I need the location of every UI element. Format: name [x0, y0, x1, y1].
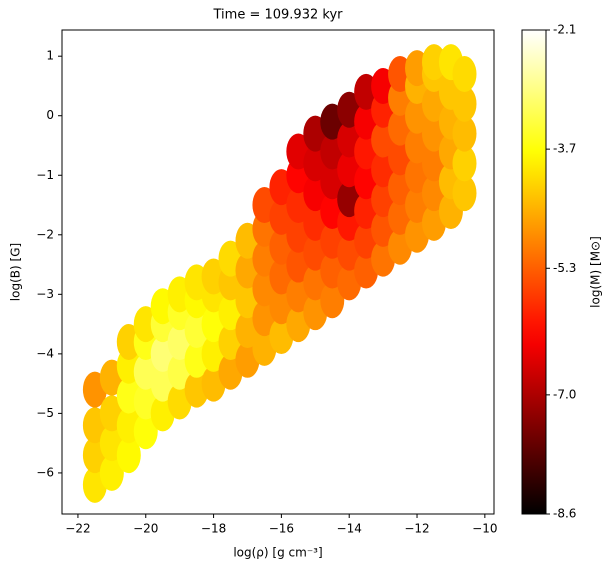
- y-tick-label: 1: [46, 49, 54, 63]
- x-tick-label: −14: [337, 522, 362, 536]
- y-axis-label: log(B) [G]: [9, 243, 23, 301]
- point: [99, 454, 124, 491]
- x-tick-label: −16: [269, 522, 294, 536]
- point: [133, 413, 158, 450]
- colorbar-tick-label: -8.6: [553, 507, 576, 521]
- point: [116, 437, 141, 474]
- x-tick-label: −18: [201, 522, 226, 536]
- point: [452, 56, 477, 93]
- points: [82, 44, 477, 503]
- colorbar: [521, 29, 547, 515]
- point: [116, 323, 141, 360]
- colorbar-label: log(M) [M⊙]: [589, 236, 603, 308]
- x-tick-label: −20: [133, 522, 158, 536]
- y-tick-label: 0: [46, 108, 54, 122]
- x-axis-label: log(ρ) [g cm⁻³]: [233, 546, 322, 560]
- x-tick-label: −10: [472, 522, 497, 536]
- y-tick-label: −3: [36, 287, 54, 301]
- y-tick-label: −1: [36, 168, 54, 182]
- y-tick-label: −5: [36, 406, 54, 420]
- point: [320, 282, 345, 319]
- y-tick-label: −4: [36, 346, 54, 360]
- chart-title: Time = 109.932 kyr: [213, 8, 344, 23]
- x-tick-label: −12: [404, 522, 429, 536]
- plot-frame: [61, 29, 495, 515]
- y-tick-label: −6: [36, 465, 54, 479]
- colorbar-tick-label: -2.1: [553, 23, 576, 37]
- point: [452, 175, 477, 212]
- x-tick-label: −22: [65, 522, 90, 536]
- point: [452, 145, 477, 182]
- point: [421, 44, 446, 81]
- point: [452, 115, 477, 152]
- colorbar-tick-label: -3.7: [553, 142, 576, 156]
- colorbar-tick-label: -7.0: [553, 387, 576, 401]
- colorbar-tick-label: -5.3: [553, 261, 576, 275]
- y-tick-label: −2: [36, 227, 54, 241]
- point: [133, 306, 158, 343]
- point: [452, 85, 477, 122]
